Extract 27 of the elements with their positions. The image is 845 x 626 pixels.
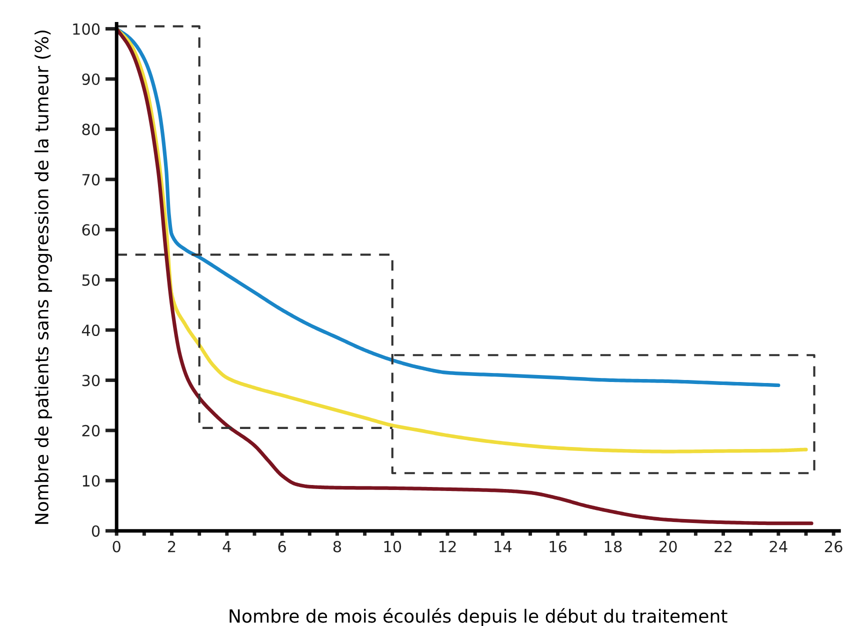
x-tick-label: 22	[714, 540, 732, 552]
y-tick-label: 60	[82, 224, 100, 236]
x-tick-label: 16	[550, 540, 567, 552]
y-tick-label: 10	[82, 475, 100, 487]
y-tick-label: 50	[82, 274, 100, 286]
x-tick-label: 26	[824, 540, 842, 552]
y-axis-title: Nombre de patients sans progression de la tumeur (%)	[34, 30, 52, 524]
y-tick-label: 90	[82, 73, 100, 86]
x-tick-label: 8	[333, 540, 342, 552]
x-tick-label: 14	[494, 541, 512, 552]
y-tick-label: 20	[82, 424, 100, 436]
x-tick-label: 20	[660, 540, 677, 552]
x-tick-label: 0	[112, 540, 120, 552]
y-tick-label: 40	[82, 324, 100, 336]
x-tick-label: 24	[770, 540, 788, 552]
x-tick-label: 12	[439, 540, 456, 552]
y-tick-label: 70	[82, 174, 100, 186]
y-tick-label: 30	[82, 374, 100, 386]
x-tick-label: 4	[222, 541, 231, 552]
y-tick-label: 100	[73, 23, 100, 35]
x-tick-label: 6	[278, 540, 286, 552]
x-tick-label: 18	[604, 540, 622, 552]
x-axis-title: Nombre de mois écoulés depuis le début du traitement	[230, 608, 728, 626]
y-tick-label: 80	[82, 124, 100, 136]
x-tick-label: 10	[384, 540, 402, 552]
y-tick-label: 0	[92, 525, 100, 537]
x-tick-label: 2	[168, 540, 176, 552]
